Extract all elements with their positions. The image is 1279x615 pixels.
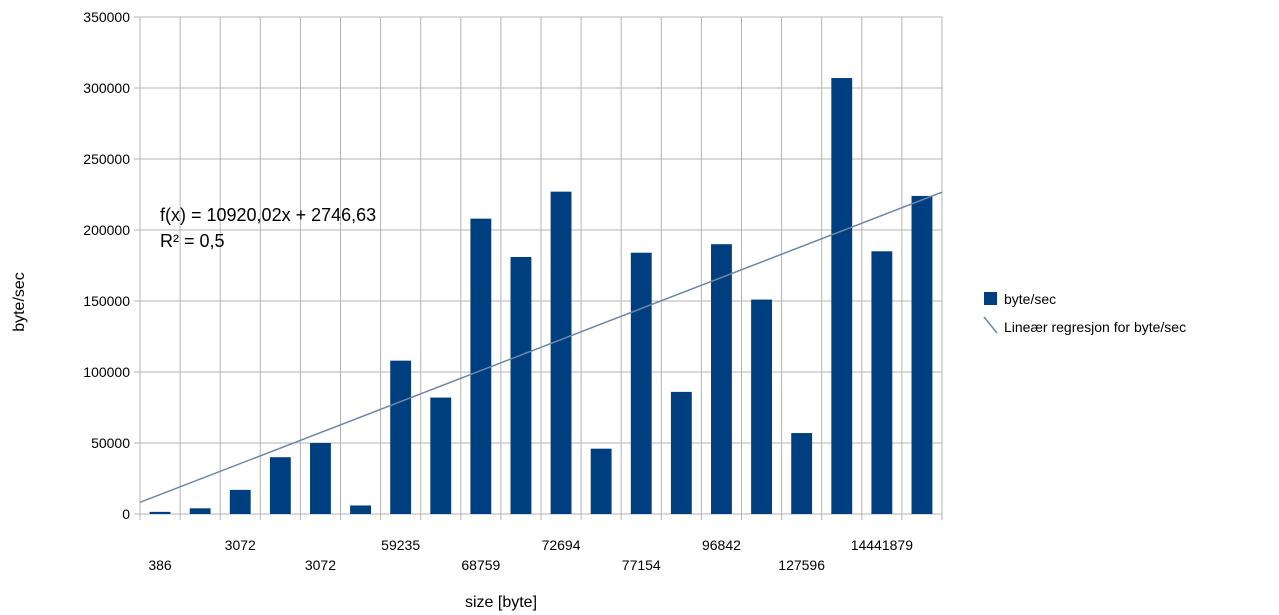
y-tick-label: 300000 [83,80,130,96]
y-tick-label: 50000 [91,435,130,451]
bar [310,443,331,514]
legend: byte/sec Lineær regresjon for byte/sec [983,291,1186,335]
y-tick-label: 100000 [83,364,130,380]
bar [871,251,893,515]
y-tick-label: 200000 [83,222,130,238]
legend-label-bar: byte/sec [1004,291,1056,307]
bar [911,195,933,515]
x-tick-labels: 386 3072 3072 59235 68759 72694 77154 96842 1275… [148,537,913,573]
axes [134,16,140,515]
bar [269,457,291,514]
bar [430,397,452,514]
x-tick-label: 386 [148,557,172,573]
x-axis-title: size [byte] [465,594,537,611]
bar [470,218,492,514]
y-tick-label: 0 [122,506,130,522]
trend-equation: f(x) = 10920,02x + 2746,63 [160,205,376,225]
x-tick-label: 68759 [461,557,500,573]
x-tick-label: 59235 [381,537,420,553]
x-tick-label: 72694 [542,537,581,553]
bar [751,299,772,514]
bar [711,244,732,514]
bar [390,360,412,514]
x-tick-label: 3072 [305,557,336,573]
x-tick-label: 77154 [622,557,661,573]
bar [229,489,251,514]
bar [630,252,652,514]
y-tick-label: 250000 [83,151,130,167]
x-tick-label: 96842 [702,537,741,553]
bar [510,256,532,514]
y-tick-label: 350000 [83,9,130,25]
legend-swatch-bar [984,292,997,305]
bar [590,448,612,514]
x-tick-label: 127596 [778,557,825,573]
bar [550,191,572,514]
bar [670,391,692,514]
y-tick-labels: 0 50000 100000 150000 200000 250000 300000 3500… [83,9,130,522]
bars [149,78,933,515]
bar [791,433,813,514]
bar [189,508,211,514]
bar [350,505,371,514]
trend-r2: R² = 0,5 [160,231,225,251]
legend-label-trendline: Lineær regresjon for byte/sec [1004,319,1186,335]
x-tick-label: 3072 [225,537,256,553]
bar [149,511,171,514]
bar [831,78,853,514]
y-axis-title: byte/sec [11,272,28,332]
gridlines [139,16,943,520]
trendline [139,191,943,504]
y-tick-label: 150000 [83,293,130,309]
x-tick-label: 14441879 [851,537,914,553]
legend-swatch-trendline [983,316,998,334]
